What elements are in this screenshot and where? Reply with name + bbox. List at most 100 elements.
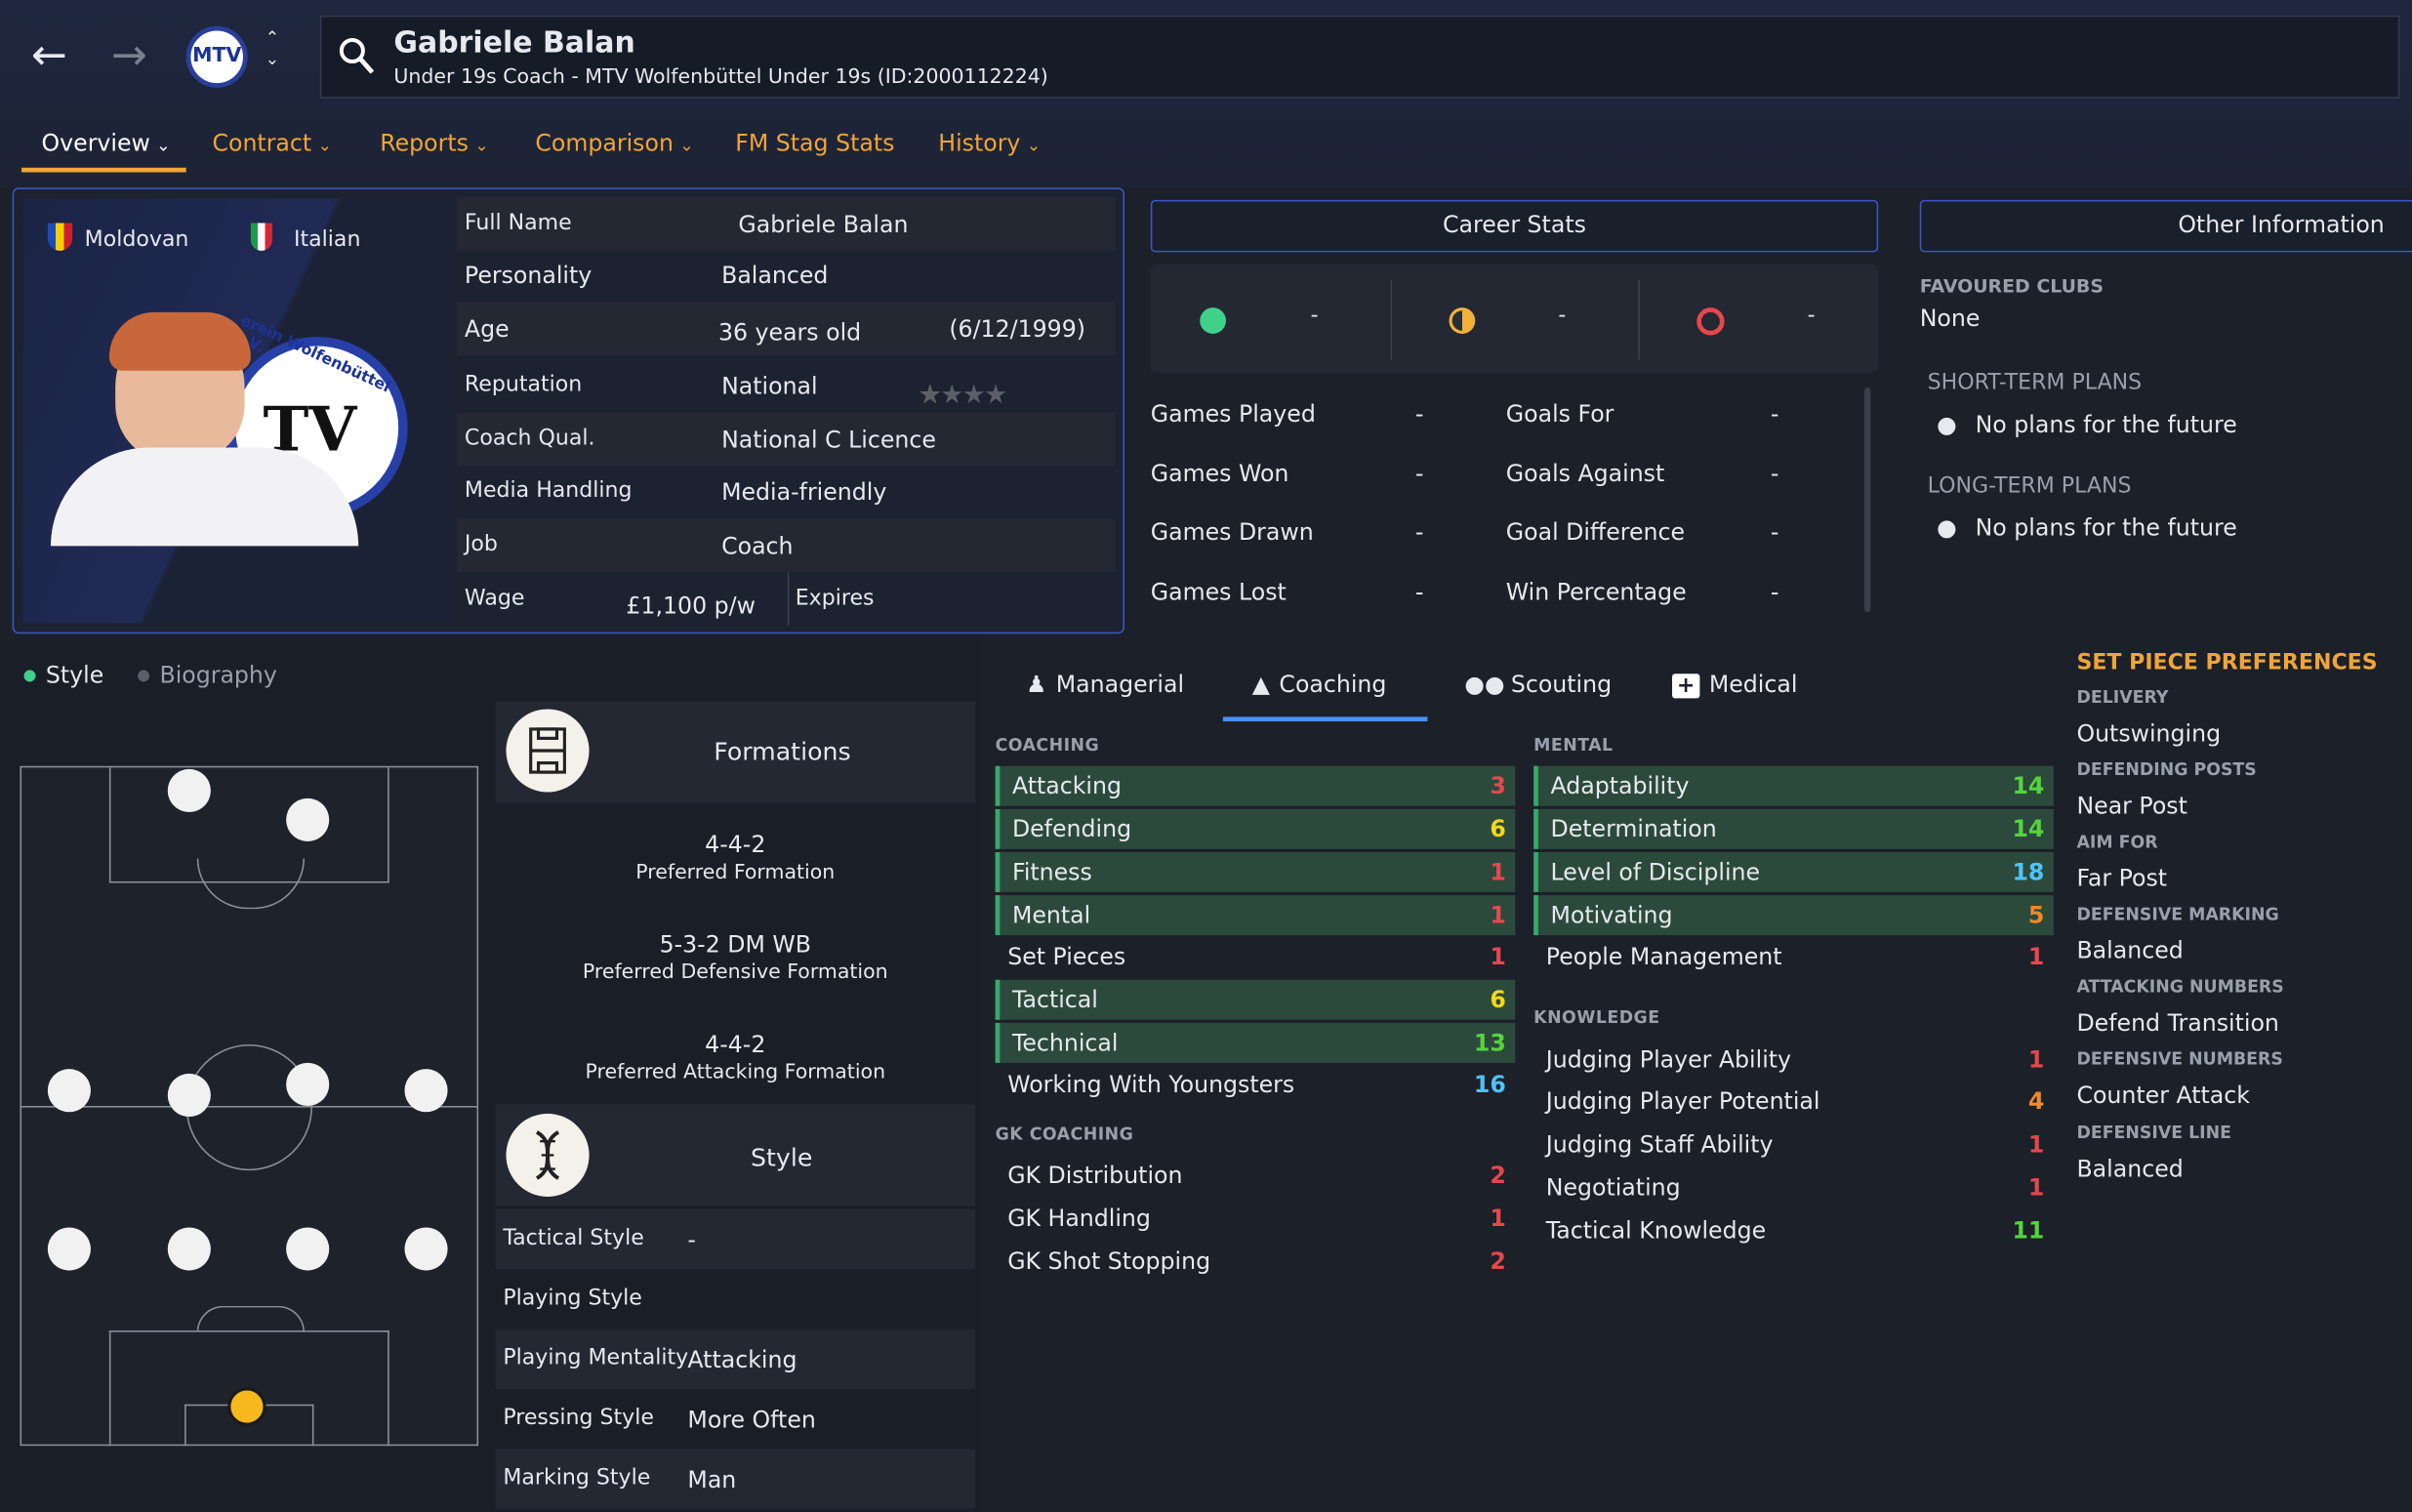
attribute-name: Mental	[1011, 901, 1091, 929]
career-stat-label: Games Lost	[1150, 578, 1287, 606]
attribute-value: 13	[1473, 1029, 1506, 1057]
coach-whistle-icon: ▲	[1251, 671, 1270, 699]
career-stat-label: Games Drawn	[1150, 518, 1314, 547]
italy-flag-icon	[250, 223, 272, 251]
attribute-row-fitness: Fitness 1	[995, 851, 1516, 892]
style-row-label: Playing Mentality	[503, 1345, 689, 1371]
preferred-formation-value: 4-4-2	[705, 830, 766, 859]
other-info-header: Other Information	[1919, 199, 2412, 253]
career-scrollbar[interactable]	[1863, 388, 1871, 613]
style-row: Tactical Style -	[495, 1208, 976, 1270]
attribute-row-attacking: Attacking 3	[995, 765, 1516, 806]
tab-managerial[interactable]: ♟ Managerial	[1026, 671, 1185, 699]
tab-reports[interactable]: Reports ⌄	[380, 129, 489, 157]
career-stat-value: -	[1414, 460, 1424, 488]
set-piece-label: AIM FOR	[2076, 832, 2158, 852]
biography-toggle[interactable]: ● Biography	[137, 661, 277, 689]
tab-history[interactable]: History ⌄	[938, 129, 1042, 157]
person-icon: ♟	[1026, 671, 1047, 699]
attribute-value: 2	[1490, 1161, 1506, 1190]
preferred-formation-label: Preferred Formation	[635, 861, 836, 885]
attribute-name: GK Distribution	[1007, 1161, 1183, 1190]
row-label: Reputation	[464, 372, 583, 397]
attribute-name: Judging Player Ability	[1545, 1045, 1792, 1074]
tactics-board-icon	[506, 709, 590, 793]
set-piece-label: DELIVERY	[2076, 687, 2169, 708]
attribute-name: Tactical	[1011, 986, 1098, 1014]
style-row-label: Pressing Style	[503, 1406, 654, 1431]
attribute-value: 2	[1490, 1246, 1506, 1276]
attribute-value: 14	[2012, 815, 2045, 843]
tab-fm-stag-stats[interactable]: FM Stag Stats	[735, 129, 895, 157]
attribute-name: Tactical Knowledge	[1545, 1216, 1767, 1245]
style-row-label: Tactical Style	[503, 1225, 644, 1251]
attribute-row-gk-handling: GK Handling 1	[996, 1199, 1516, 1239]
coach-qual-row: Coach Qual. National C Licence	[457, 412, 1116, 467]
search-icon[interactable]	[337, 35, 377, 78]
row-value: National	[721, 372, 818, 400]
tab-coaching[interactable]: ▲ Coaching	[1251, 671, 1387, 699]
selected-dot-icon: ●	[22, 667, 37, 685]
career-stat-value: -	[1770, 399, 1779, 429]
attribute-value: 1	[2027, 1130, 2045, 1159]
attribute-name: Fitness	[1011, 858, 1092, 886]
attribute-row-judging-staff-ability: Judging Staff Ability 1	[1533, 1124, 2054, 1165]
player-defender	[286, 1227, 330, 1271]
attribute-name: GK Shot Stopping	[1007, 1246, 1211, 1276]
player-defender	[47, 1227, 91, 1271]
active-attr-tab-indicator	[1222, 716, 1428, 722]
attribute-value: 1	[2027, 1173, 2045, 1202]
set-piece-label: DEFENSIVE MARKING	[2076, 904, 2279, 925]
attribute-name: Technical	[1011, 1029, 1119, 1057]
attribute-value: 1	[1490, 1204, 1506, 1233]
player-defender	[167, 1227, 211, 1271]
wage-row: Wage £1,100 p/w Expires	[457, 572, 1115, 627]
set-piece-value: Outswinging	[2076, 719, 2222, 748]
attribute-value: 16	[1473, 1070, 1506, 1099]
set-piece-value: Far Post	[2076, 864, 2168, 892]
style-header: Style	[495, 1104, 976, 1206]
job-row: Job Coach	[457, 518, 1116, 573]
career-stat-label: Goals For	[1505, 399, 1615, 429]
forward-arrow-icon[interactable]: →	[110, 28, 147, 80]
player-goalkeeper	[227, 1387, 266, 1426]
style-toggle[interactable]: ● Style	[22, 661, 104, 689]
row-value: National C Licence	[721, 426, 936, 454]
club-badge-icon[interactable]: MTV	[185, 25, 248, 88]
knowledge-section-title: KNOWLEDGE	[1533, 1007, 1660, 1028]
attacking-formation-label: Preferred Attacking Formation	[585, 1061, 886, 1084]
career-stat-label: Goal Difference	[1505, 518, 1686, 547]
tab-comparison[interactable]: Comparison ⌄	[535, 129, 694, 157]
tab-overview[interactable]: Overview ⌄	[41, 129, 171, 157]
tab-medical[interactable]: + Medical	[1672, 671, 1797, 699]
style-row: Pressing Style More Often	[495, 1389, 975, 1449]
player-midfielder	[404, 1069, 448, 1113]
defensive-formation-label: Preferred Defensive Formation	[582, 960, 888, 985]
favoured-clubs-label: FAVOURED CLUBS	[1919, 275, 2104, 298]
search-panel[interactable]: Gabriele Balan Under 19s Coach - MTV Wol…	[319, 15, 2400, 99]
tab-scouting[interactable]: ●● Scouting	[1464, 671, 1613, 699]
career-stat-label: Win Percentage	[1505, 578, 1687, 606]
attribute-name: Working With Youngsters	[1007, 1070, 1295, 1099]
attribute-name: People Management	[1545, 942, 1782, 971]
set-piece-value: Defend Transition	[2076, 1008, 2279, 1038]
wage-value: £1,100 p/w	[626, 592, 756, 621]
style-row-label: Marking Style	[503, 1465, 651, 1491]
player-striker	[167, 768, 211, 813]
attribute-value: 6	[1490, 815, 1506, 843]
divider	[787, 572, 790, 627]
bullet-icon: ●	[1937, 513, 1957, 542]
coaching-section-title: COACHING	[995, 735, 1100, 756]
unselected-dot-icon: ●	[137, 667, 151, 685]
style-row-value: Attacking	[687, 1345, 797, 1374]
formations-header: Formations	[495, 701, 976, 803]
divider	[1390, 279, 1393, 360]
favoured-clubs-value: None	[1919, 305, 1981, 333]
attribute-value: 1	[1490, 858, 1506, 886]
career-stat-value: -	[1414, 518, 1424, 547]
switch-up-down-icon[interactable]: ⌃ ⌄	[265, 27, 280, 69]
tab-contract[interactable]: Contract ⌄	[212, 129, 333, 157]
back-arrow-icon[interactable]: ←	[30, 28, 67, 80]
set-piece-value: Balanced	[2076, 1155, 2184, 1183]
